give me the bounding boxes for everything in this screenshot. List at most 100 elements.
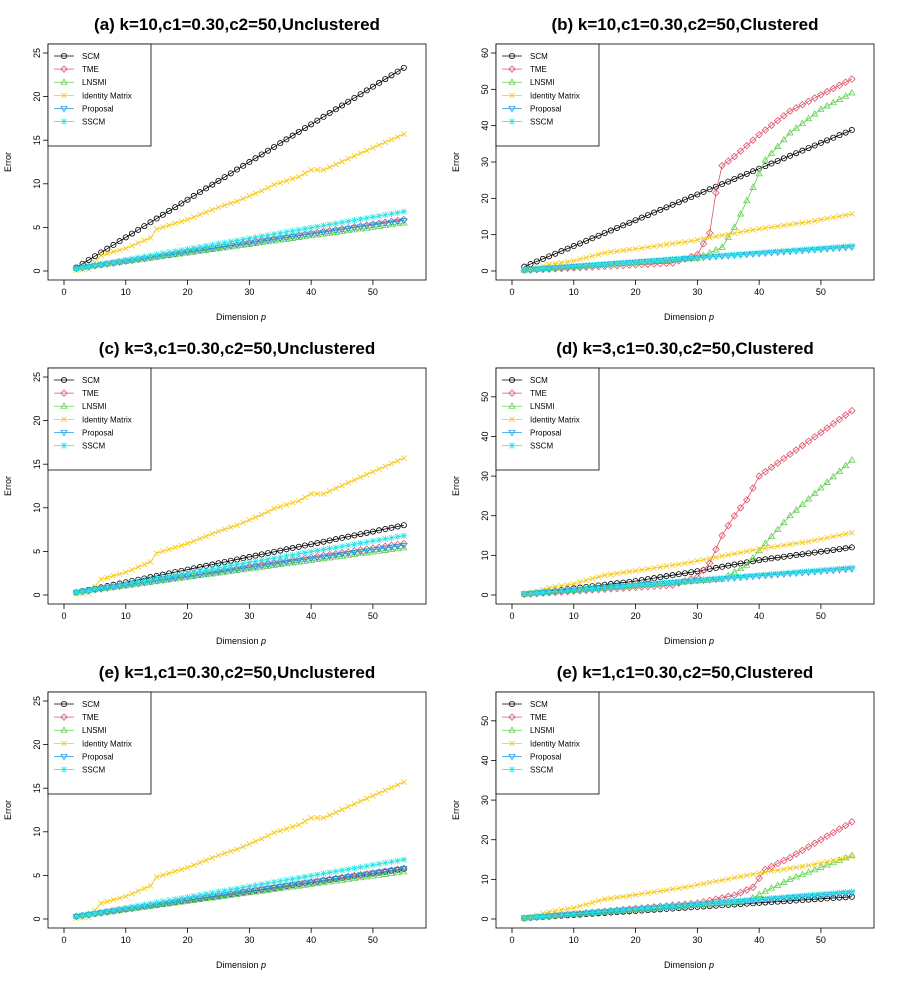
data-point bbox=[756, 546, 763, 552]
data-point bbox=[234, 198, 240, 205]
chart-svg: (e) k=1,c1=0.30,c2=50,Unclustered 0 10 20 30… bbox=[3, 663, 427, 970]
data-point bbox=[805, 862, 812, 869]
data-point bbox=[246, 883, 253, 890]
data-point bbox=[301, 542, 308, 549]
y-tick-label: 20 bbox=[480, 835, 490, 845]
data-point bbox=[196, 243, 204, 251]
data-point bbox=[601, 584, 608, 591]
data-point bbox=[533, 265, 540, 273]
data-point bbox=[320, 113, 327, 120]
data-point bbox=[762, 571, 769, 578]
data-point bbox=[736, 504, 745, 512]
chart-title: (c) k=3,c1=0.30,c2=50,Unclustered bbox=[99, 339, 375, 358]
legend-item: LNSMI bbox=[54, 78, 106, 87]
data-point bbox=[835, 825, 844, 833]
data-point bbox=[780, 542, 787, 549]
data-point bbox=[773, 142, 782, 149]
series-line bbox=[524, 213, 852, 272]
data-point bbox=[351, 477, 358, 483]
data-point bbox=[811, 567, 818, 574]
data-point bbox=[787, 865, 793, 872]
data-point bbox=[338, 227, 346, 234]
data-point bbox=[110, 241, 117, 248]
data-point bbox=[116, 571, 123, 577]
data-point bbox=[387, 544, 396, 552]
data-point bbox=[319, 229, 328, 237]
y-tick-label: 15 bbox=[32, 783, 42, 793]
data-point bbox=[326, 164, 333, 170]
data-point bbox=[570, 910, 577, 917]
y-tick-label: 30 bbox=[480, 157, 490, 167]
data-point bbox=[400, 542, 408, 550]
data-point bbox=[356, 873, 365, 881]
data-point bbox=[400, 208, 407, 215]
legend-swatch-marker bbox=[60, 726, 68, 733]
data-point bbox=[165, 897, 173, 904]
legend-label: SSCM bbox=[530, 118, 553, 127]
data-point bbox=[681, 196, 688, 203]
data-point bbox=[153, 251, 160, 258]
data-point bbox=[607, 583, 614, 591]
series-scm bbox=[521, 127, 855, 270]
data-point bbox=[345, 155, 352, 162]
data-point bbox=[252, 882, 259, 889]
data-point bbox=[694, 900, 701, 908]
data-point bbox=[147, 219, 154, 226]
data-point bbox=[657, 206, 664, 213]
legend-swatch-marker bbox=[508, 713, 516, 721]
data-point bbox=[97, 261, 105, 268]
data-point bbox=[283, 501, 290, 508]
data-point bbox=[730, 152, 739, 161]
data-point bbox=[375, 222, 383, 229]
y-tick-label: 30 bbox=[480, 471, 490, 481]
data-point bbox=[381, 542, 390, 551]
data-point bbox=[842, 243, 849, 250]
data-point bbox=[246, 517, 253, 523]
data-point bbox=[376, 79, 383, 86]
data-point bbox=[135, 564, 142, 570]
legend-swatch-marker bbox=[508, 442, 516, 449]
data-point bbox=[552, 583, 559, 590]
data-point bbox=[736, 888, 745, 897]
data-point bbox=[338, 227, 346, 234]
data-point bbox=[842, 545, 849, 552]
data-point bbox=[387, 869, 396, 876]
data-point bbox=[301, 232, 309, 239]
data-point bbox=[824, 215, 830, 222]
data-point bbox=[724, 521, 733, 530]
data-point bbox=[289, 823, 296, 830]
data-point bbox=[400, 866, 408, 873]
y-axis-label: Error bbox=[451, 476, 461, 496]
data-point bbox=[357, 150, 364, 157]
series-line bbox=[76, 868, 404, 917]
data-point bbox=[307, 880, 315, 887]
data-point bbox=[817, 863, 825, 870]
data-point bbox=[166, 207, 173, 214]
data-point bbox=[521, 590, 528, 597]
data-point bbox=[682, 884, 688, 891]
data-point bbox=[694, 254, 701, 261]
data-point bbox=[712, 246, 720, 253]
data-point bbox=[792, 506, 800, 513]
legend-label: LNSMI bbox=[530, 78, 554, 87]
data-point bbox=[264, 562, 272, 569]
data-point bbox=[369, 537, 377, 545]
data-point bbox=[332, 875, 340, 883]
legend-label: Identity Matrix bbox=[82, 415, 132, 424]
data-point bbox=[345, 803, 352, 810]
data-point bbox=[756, 895, 763, 903]
data-point bbox=[632, 217, 639, 224]
data-point bbox=[302, 170, 308, 177]
data-point bbox=[240, 560, 247, 567]
data-point bbox=[743, 141, 751, 150]
data-point bbox=[313, 555, 322, 562]
data-point bbox=[761, 126, 770, 134]
data-point bbox=[178, 542, 185, 549]
data-point bbox=[351, 217, 358, 224]
data-point bbox=[356, 225, 365, 232]
data-point bbox=[725, 876, 732, 882]
legend-label: TME bbox=[530, 65, 547, 74]
data-point bbox=[842, 129, 849, 136]
data-point bbox=[521, 266, 528, 274]
series-identity-matrix bbox=[73, 779, 407, 922]
